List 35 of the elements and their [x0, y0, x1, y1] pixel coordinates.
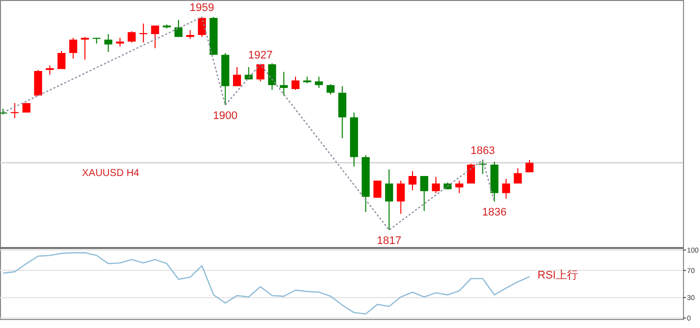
candlestick: [502, 178, 510, 200]
text: RSI上行: [538, 268, 578, 282]
candlestick: [420, 176, 428, 212]
candlestick: [233, 66, 241, 87]
candlestick: [10, 102, 19, 119]
annotation: 1817: [376, 235, 402, 247]
candlestick: [256, 64, 264, 82]
annotation: 1900: [213, 110, 238, 122]
line-series: [2, 252, 530, 315]
annotation: 1959: [190, 2, 214, 14]
annotation: XAUUSD H4: [82, 168, 140, 179]
candlestick: [292, 76, 300, 90]
candlestick: [69, 37, 78, 60]
annotation: 1927: [248, 49, 273, 62]
annotation: 1836: [482, 206, 507, 218]
candlestick: [280, 71, 288, 96]
candlestick: [455, 180, 464, 194]
candlestick: [58, 50, 66, 70]
candlestick: [314, 76, 323, 88]
candlestick: [268, 62, 276, 90]
candlestick: [408, 170, 416, 191]
candlestick: [104, 34, 112, 52]
candlestick: [514, 168, 522, 184]
candlestick: [432, 176, 440, 194]
annotation: 1863: [470, 144, 495, 157]
candlestick: [385, 168, 394, 230]
candlestick: [46, 64, 54, 76]
candlestick: [373, 180, 382, 198]
candlestick: [174, 19, 182, 38]
candlestick: [139, 23, 148, 43]
candlestick: [396, 180, 405, 214]
candlestick: [326, 84, 335, 96]
candlestick: [151, 25, 160, 49]
candlestick: [128, 30, 136, 43]
candlestick: [526, 159, 534, 173]
